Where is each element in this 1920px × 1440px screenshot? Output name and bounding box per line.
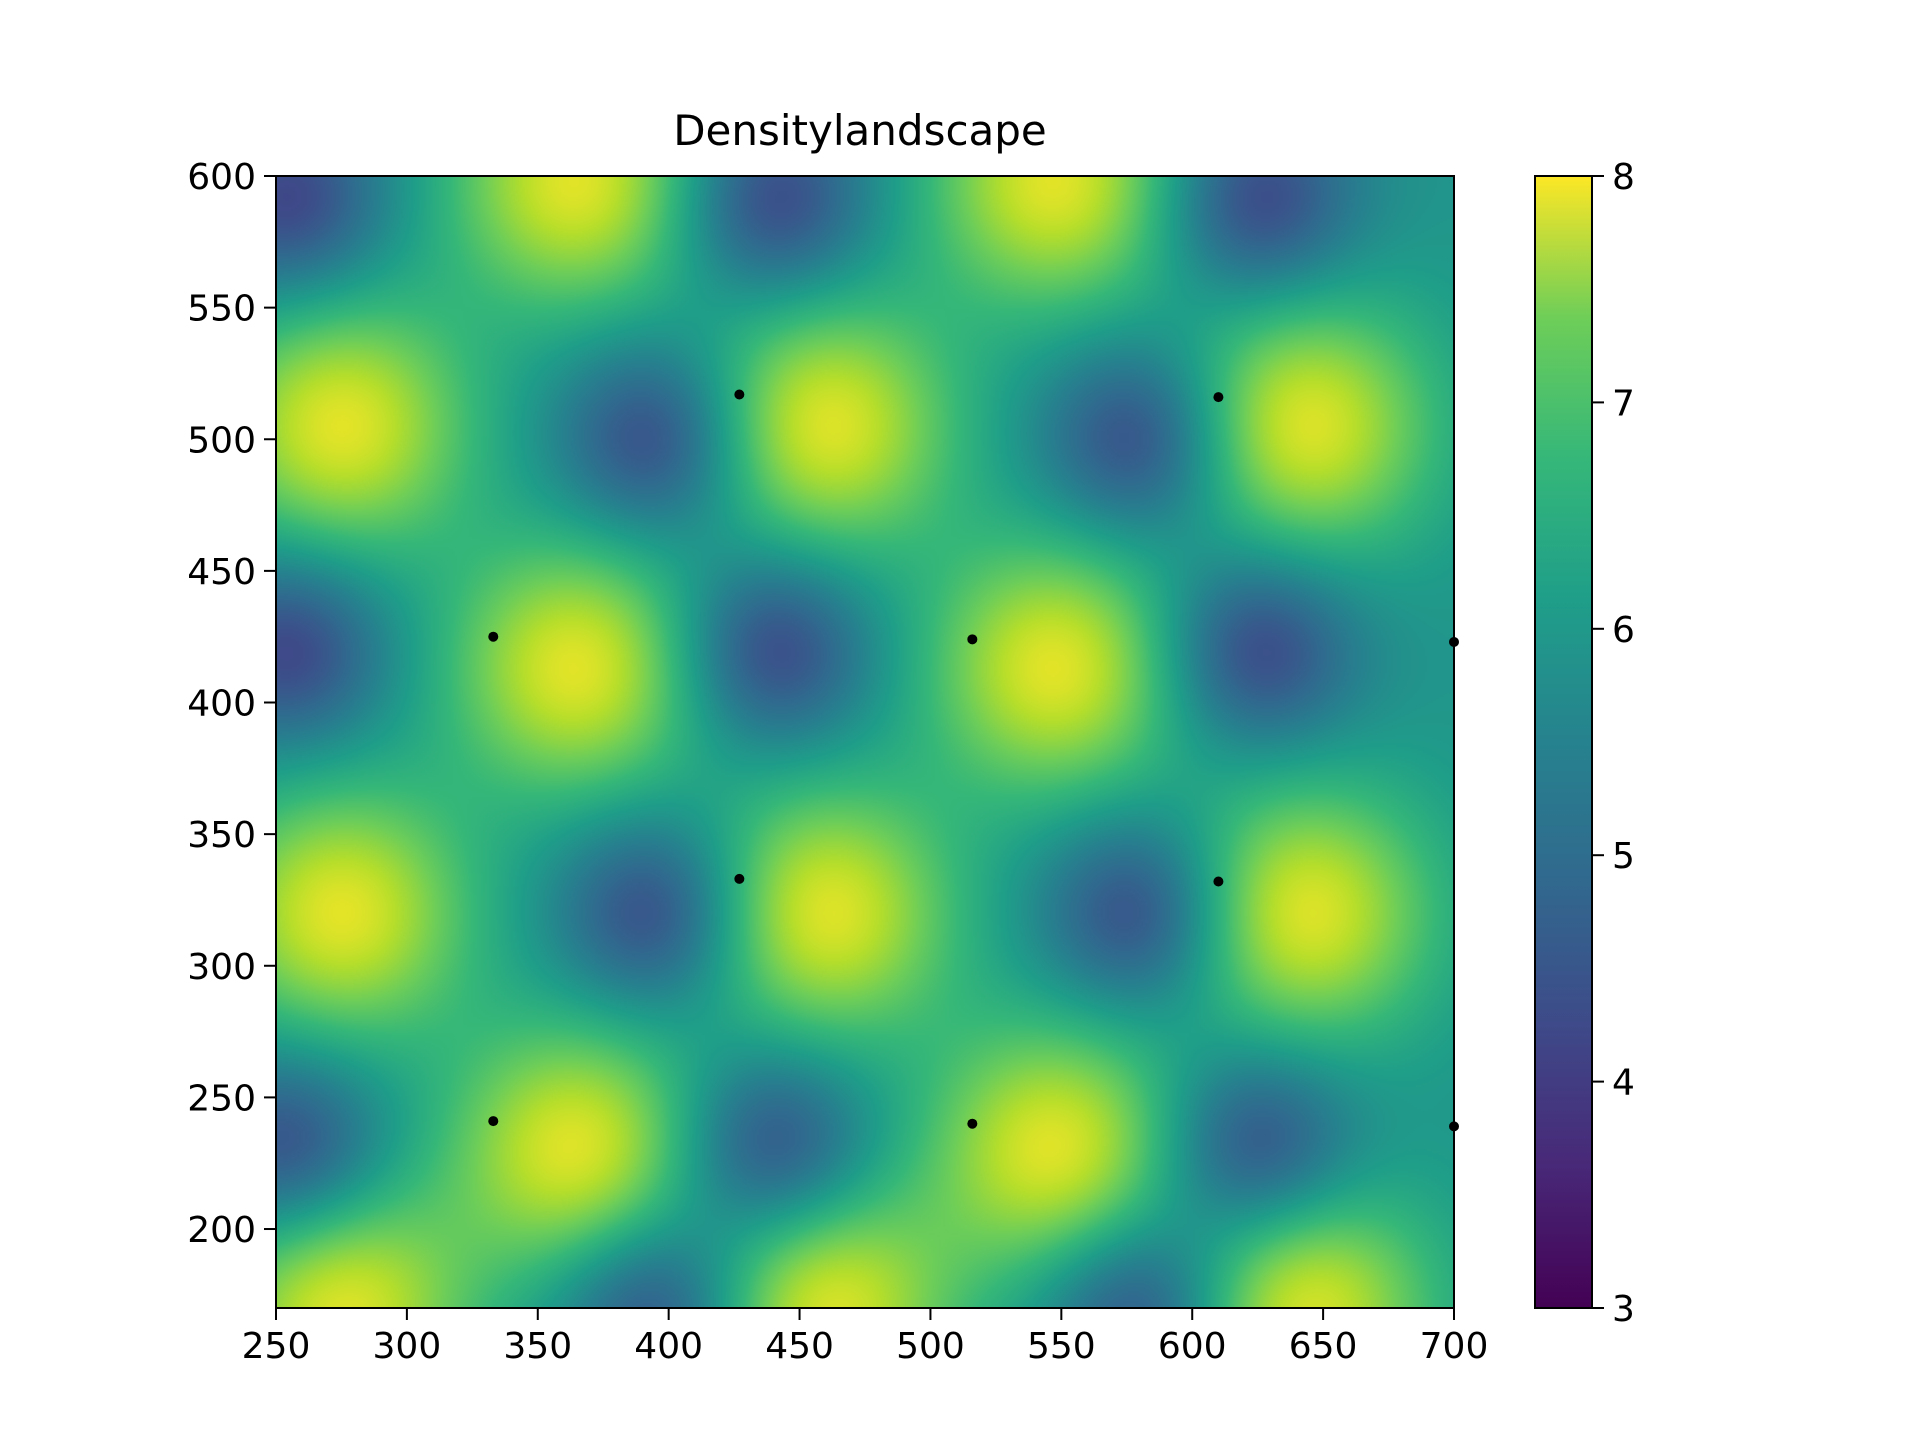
x-tick-label: 350 [503,1326,572,1367]
y-tick-label: 300 [187,947,256,988]
y-axis: 200 250 300 350 400 450 500 550 600 [187,157,276,1251]
colorbar-axis: 3 4 5 6 7 8 [1592,157,1635,1330]
x-tick-label: 600 [1158,1326,1227,1367]
y-tick-label: 500 [187,420,256,461]
y-tick-label: 200 [187,1210,256,1251]
plot-frame [275,175,1455,1309]
data-marker [488,1116,499,1127]
colorbar-tick-label: 4 [1612,1063,1635,1104]
x-tick-label: 550 [1027,1326,1096,1367]
y-tick-label: 250 [187,1078,256,1119]
x-tick-label: 450 [765,1326,834,1367]
y-tick-label: 450 [187,552,256,593]
data-marker [967,634,978,645]
y-tick-label: 550 [187,289,256,330]
data-marker [734,389,745,400]
heatmap-image [276,176,1454,1308]
y-tick-label: 600 [187,157,256,198]
marker-layer [488,389,1459,1132]
x-axis: 250 300 350 400 450 500 550 600 650 700 [242,1308,1489,1367]
data-marker [488,631,499,642]
colorbar-tick-label: 6 [1612,610,1635,651]
colorbar [1534,175,1593,1309]
x-tick-label: 250 [242,1326,311,1367]
y-tick-label: 400 [187,684,256,725]
colorbar-tick-label: 8 [1612,157,1635,198]
chart-title: Densitylandscape [673,106,1047,155]
data-marker [1213,876,1224,887]
data-marker [967,1118,978,1129]
colorbar-tick-label: 5 [1612,836,1635,877]
x-tick-label: 300 [373,1326,442,1367]
x-tick-label: 400 [634,1326,703,1367]
x-tick-label: 500 [896,1326,965,1367]
colorbar-tick-label: 3 [1612,1289,1635,1330]
colorbar-tick-label: 7 [1612,383,1635,424]
data-marker [1213,392,1224,403]
x-tick-label: 700 [1420,1326,1489,1367]
x-tick-label: 650 [1289,1326,1358,1367]
y-tick-label: 350 [187,815,256,856]
data-marker [734,873,745,884]
